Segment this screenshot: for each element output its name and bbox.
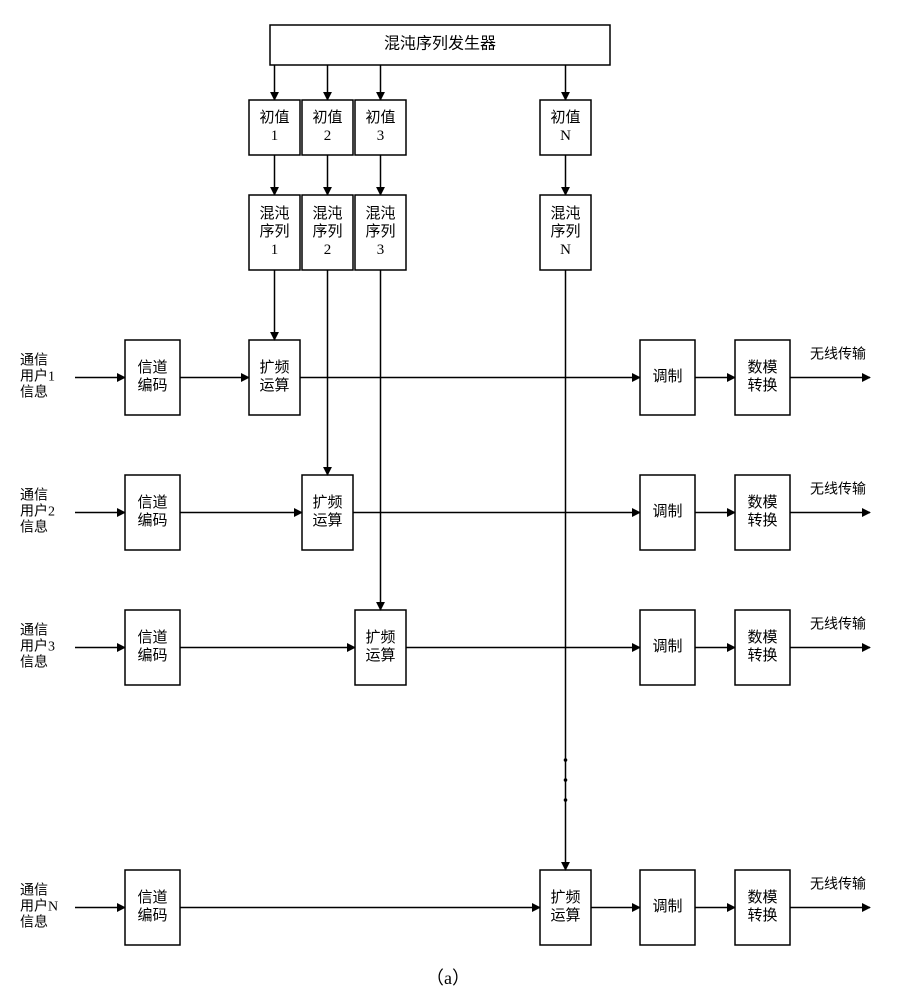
- mod-box-2-l1: 调制: [652, 638, 682, 655]
- dac-box-2-l2: 转换: [747, 647, 777, 664]
- init-box-2-l2: 3: [377, 128, 385, 144]
- spread-box-0-l1: 扩频: [259, 359, 289, 376]
- dac-box-3-l1: 数模: [747, 889, 777, 906]
- seq-box-1-l2: 序列: [312, 223, 342, 240]
- spread-box-0-l2: 运算: [259, 376, 289, 394]
- ellipsis-dot-0: [564, 758, 568, 762]
- diagram-canvas: 混沌序列发生器初值1混沌序列1初值2混沌序列2初值3混沌序列3初值N混沌序列N通…: [0, 0, 897, 1000]
- encode-box-3-l2: 编码: [137, 907, 167, 924]
- output-label-1: 无线传输: [810, 482, 866, 498]
- dac-box-3-l2: 转换: [747, 907, 777, 924]
- ellipsis-dot-2: [564, 798, 568, 802]
- output-label-3: 无线传输: [810, 877, 866, 893]
- input-l2-1: 用户2: [20, 503, 55, 520]
- input-l3-1: 信息: [20, 519, 48, 536]
- dac-box-2-l1: 数模: [747, 629, 777, 646]
- input-l1-0: 通信: [20, 353, 48, 369]
- spread-box-2-l1: 扩频: [365, 629, 395, 646]
- spread-box-2-l2: 运算: [365, 646, 395, 664]
- seq-box-2-l2: 序列: [365, 223, 395, 240]
- input-l3-3: 信息: [20, 914, 48, 931]
- init-box-0-l2: 1: [271, 128, 279, 144]
- input-l1-3: 通信: [20, 883, 48, 899]
- encode-box-2-l1: 信道: [137, 629, 167, 646]
- encode-box-2-l2: 编码: [137, 647, 167, 664]
- init-box-0-l1: 初值: [259, 109, 289, 126]
- init-box-3-l1: 初值: [550, 109, 580, 126]
- seq-box-3-l2: 序列: [550, 223, 580, 240]
- encode-box-0-l1: 信道: [137, 359, 167, 376]
- seq-box-0-l1: 混沌: [259, 205, 289, 222]
- init-box-3-l2: N: [560, 128, 571, 144]
- seq-box-3-l3: N: [560, 242, 571, 258]
- input-l1-1: 通信: [20, 488, 48, 504]
- seq-box-3-l1: 混沌: [550, 205, 580, 222]
- dac-box-1-l2: 转换: [747, 512, 777, 529]
- input-l3-2: 信息: [20, 654, 48, 671]
- input-l2-0: 用户1: [20, 368, 55, 385]
- encode-box-1-l1: 信道: [137, 494, 167, 511]
- seq-box-1-l3: 2: [324, 242, 332, 258]
- seq-box-0-l3: 1: [271, 242, 279, 258]
- input-l1-2: 通信: [20, 623, 48, 639]
- spread-box-3-l1: 扩频: [550, 889, 580, 906]
- output-label-2: 无线传输: [810, 617, 866, 633]
- init-box-1-l1: 初值: [312, 109, 342, 126]
- ellipsis-dot-1: [564, 778, 568, 782]
- encode-box-3-l1: 信道: [137, 889, 167, 906]
- input-l2-2: 用户3: [20, 638, 55, 655]
- spread-box-1-l2: 运算: [312, 511, 342, 529]
- init-box-2-l1: 初值: [365, 109, 395, 126]
- generator-label: 混沌序列发生器: [384, 35, 496, 53]
- init-box-1-l2: 2: [324, 128, 332, 144]
- spread-box-3-l2: 运算: [550, 906, 580, 924]
- seq-box-0-l2: 序列: [259, 223, 289, 240]
- input-l3-0: 信息: [20, 384, 48, 401]
- encode-box-0-l2: 编码: [137, 377, 167, 394]
- input-l2-3: 用户N: [20, 898, 58, 915]
- seq-box-2-l3: 3: [377, 242, 385, 258]
- dac-box-1-l1: 数模: [747, 494, 777, 511]
- mod-box-0-l1: 调制: [652, 368, 682, 385]
- caption: （a）: [426, 968, 470, 988]
- encode-box-1-l2: 编码: [137, 512, 167, 529]
- dac-box-0-l1: 数模: [747, 359, 777, 376]
- mod-box-1-l1: 调制: [652, 503, 682, 520]
- mod-box-3-l1: 调制: [652, 898, 682, 915]
- dac-box-0-l2: 转换: [747, 377, 777, 394]
- spread-box-1-l1: 扩频: [312, 494, 342, 511]
- seq-box-1-l1: 混沌: [312, 205, 342, 222]
- seq-box-2-l1: 混沌: [365, 205, 395, 222]
- output-label-0: 无线传输: [810, 347, 866, 363]
